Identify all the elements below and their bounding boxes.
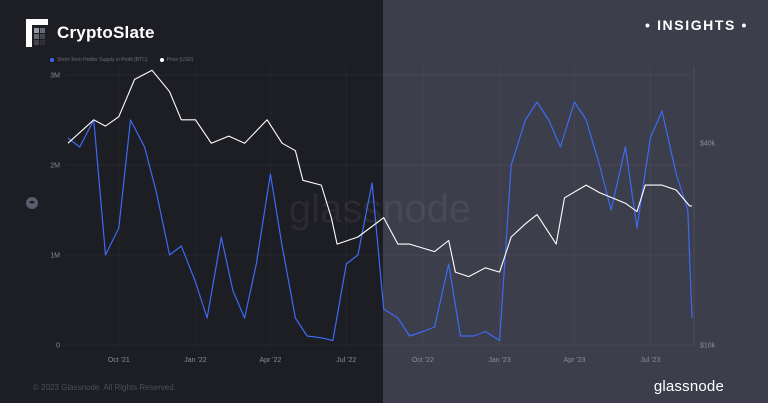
x-tick-label: Apr '22	[259, 357, 281, 364]
y-right-tick-label: $40k	[700, 141, 716, 148]
supply-series-line	[67, 101, 693, 342]
y-left-tick-label: 0	[56, 343, 60, 350]
legend-item-supply: Short-Term Holder Supply in Profit (BTC)	[50, 57, 148, 63]
legend-label-price: Price (USD)	[166, 57, 194, 63]
price-series-line	[67, 69, 692, 278]
left-panel	[0, 0, 383, 403]
y-axis-right: $10k $40k	[693, 66, 716, 350]
y-left-tick-label: 3M	[50, 73, 60, 80]
y-axis-left: 0 1M 2M 3M	[50, 73, 60, 350]
y-right-tick-label: $10k	[700, 343, 716, 350]
chart-drag-handle[interactable]: ◂▸	[26, 197, 38, 209]
legend-label-supply: Short-Term Holder Supply in Profit (BTC)	[57, 57, 148, 63]
chart-watermark: glassnode	[289, 187, 471, 231]
x-tick-label: Oct '21	[108, 357, 130, 364]
legend-dot-supply	[50, 58, 54, 62]
chart-grid	[66, 66, 692, 346]
x-tick-label: Apr '23	[564, 357, 586, 364]
bullet-right-icon: •	[741, 17, 748, 33]
x-tick-label: Oct '22	[412, 357, 434, 364]
cryptoslate-logo-icon	[26, 19, 48, 47]
chart-legend: Short-Term Holder Supply in Profit (BTC)…	[50, 57, 193, 63]
glassnode-logo: glassnode	[653, 378, 724, 395]
x-tick-label: Jan '22	[184, 357, 206, 364]
x-axis: Oct '21 Jan '22 Apr '22 Jul '22 Oct '22 Jan '…	[108, 357, 661, 364]
insights-label: • INSIGHTS •	[645, 17, 748, 33]
copyright-text: © 2023 Glassnode. All Rights Reserved.	[33, 383, 176, 392]
brand: CryptoSlate	[26, 19, 155, 47]
bullet-left-icon: •	[645, 17, 652, 33]
y-left-tick-label: 1M	[50, 253, 60, 260]
legend-dot-price	[159, 58, 164, 62]
x-tick-label: Jan '23	[488, 357, 510, 364]
right-panel	[383, 0, 768, 403]
x-tick-label: Jul '23	[640, 357, 660, 364]
drag-handle-icon: ◂▸	[28, 199, 36, 206]
x-tick-label: Jul '22	[336, 357, 356, 364]
y-left-tick-label: 2M	[50, 163, 60, 170]
brand-name: CryptoSlate	[57, 23, 155, 42]
insights-text: INSIGHTS	[657, 17, 736, 33]
legend-item-price: Price (USD)	[159, 57, 194, 63]
